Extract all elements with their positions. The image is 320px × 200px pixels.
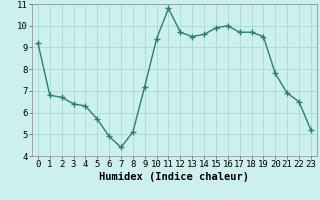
X-axis label: Humidex (Indice chaleur): Humidex (Indice chaleur) <box>100 172 249 182</box>
